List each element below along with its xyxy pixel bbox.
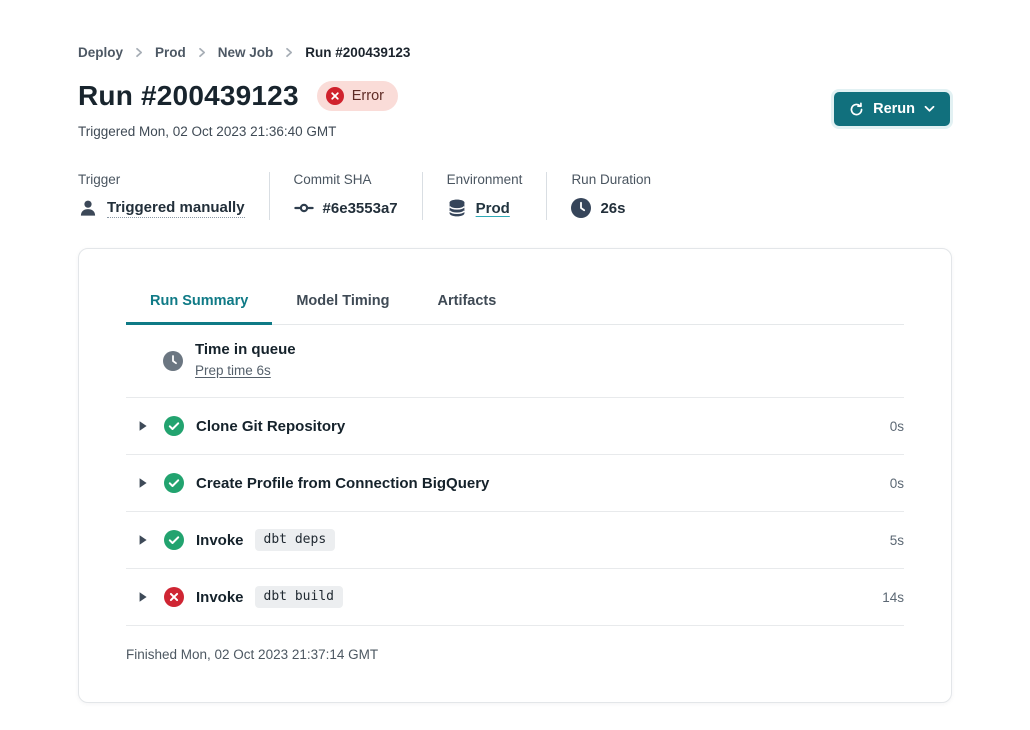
- command-chip: dbt deps: [254, 529, 336, 551]
- person-icon: [78, 198, 98, 218]
- step-duration: 0s: [889, 475, 904, 491]
- chevron-right-icon: [284, 47, 294, 58]
- breadcrumb: Deploy Prod New Job Run #200439123: [78, 45, 410, 60]
- step-list: Clone Git Repository 0s Create Profile fro…: [126, 398, 904, 626]
- step-duration: 5s: [889, 532, 904, 548]
- prep-time-link[interactable]: Prep time 6s: [195, 363, 271, 378]
- finished-timestamp: Finished Mon, 02 Oct 2023 21:37:14 GMT: [126, 647, 379, 662]
- meta-duration: Run Duration 26s: [546, 172, 675, 220]
- step-title: Invoke: [196, 531, 244, 549]
- meta-commit: Commit SHA #6e3553a7: [268, 172, 422, 220]
- meta-duration-label: Run Duration: [571, 172, 651, 187]
- x-circle-icon: [164, 587, 184, 607]
- check-circle-icon: [164, 473, 184, 493]
- trigger-value[interactable]: Triggered manually: [107, 198, 245, 218]
- check-circle-icon: [164, 416, 184, 436]
- database-icon: [447, 198, 467, 218]
- run-summary-card: Run Summary Model Timing Artifacts Time in…: [78, 248, 952, 703]
- status-badge: Error: [316, 81, 398, 111]
- tab-artifacts[interactable]: Artifacts: [437, 293, 497, 309]
- breadcrumb-item-run-200439123: Run #200439123: [305, 45, 411, 60]
- meta-commit-label: Commit SHA: [293, 172, 372, 187]
- step-duration: 0s: [889, 418, 904, 434]
- caret-right-icon[interactable]: [138, 420, 150, 432]
- caret-right-icon[interactable]: [138, 591, 150, 603]
- breadcrumb-item-deploy[interactable]: Deploy: [78, 45, 124, 60]
- clock-icon: [163, 351, 183, 371]
- triggered-timestamp: Triggered Mon, 02 Oct 2023 21:36:40 GMT: [78, 124, 337, 139]
- tab-model-timing[interactable]: Model Timing: [296, 293, 390, 309]
- tab-bar: Run Summary Model Timing Artifacts: [126, 281, 904, 325]
- git-commit-icon: [293, 198, 314, 218]
- refresh-icon: [849, 101, 864, 117]
- step-row-create-profile-from-connection-bigquery[interactable]: Create Profile from Connection BigQuery 0…: [126, 455, 904, 512]
- run-metadata: Trigger Triggered manually Commit SHA #6…: [78, 172, 675, 220]
- caret-right-icon[interactable]: [138, 477, 150, 489]
- chevron-down-icon[interactable]: [924, 105, 935, 113]
- check-circle-icon: [164, 530, 184, 550]
- run-duration-value: 26s: [600, 199, 626, 217]
- meta-trigger-label: Trigger: [78, 172, 121, 187]
- step-row-invoke-dbt-deps[interactable]: Invoke dbt deps 5s: [126, 512, 904, 569]
- step-title: Create Profile from Connection BigQuery: [196, 474, 490, 492]
- step-duration: 14s: [882, 589, 904, 605]
- chevron-right-icon: [134, 47, 144, 58]
- caret-right-icon[interactable]: [138, 534, 150, 546]
- meta-trigger: Trigger Triggered manually: [78, 172, 269, 220]
- meta-environment-label: Environment: [446, 172, 523, 187]
- chevron-right-icon: [197, 47, 207, 58]
- breadcrumb-item-prod[interactable]: Prod: [155, 45, 186, 60]
- command-chip: dbt build: [254, 586, 343, 608]
- meta-environment: Environment Prod: [421, 172, 547, 220]
- queue-title: Time in queue: [195, 341, 296, 358]
- time-in-queue-row: Time in queue Prep time 6s: [126, 325, 904, 398]
- commit-sha-value: #6e3553a7: [322, 199, 398, 217]
- step-row-invoke-dbt-build[interactable]: Invoke dbt build 14s: [126, 569, 904, 626]
- tab-run-summary[interactable]: Run Summary: [126, 281, 273, 325]
- rerun-button-label: Rerun: [873, 101, 915, 117]
- status-badge-label: Error: [351, 88, 384, 104]
- clock-icon: [571, 198, 592, 218]
- step-title: Clone Git Repository: [196, 417, 346, 435]
- step-title: Invoke: [196, 588, 244, 606]
- breadcrumb-item-new-job[interactable]: New Job: [217, 45, 274, 60]
- error-circle-icon: [325, 87, 344, 105]
- environment-link[interactable]: Prod: [475, 199, 510, 217]
- page-title: Run #200439123: [78, 80, 299, 111]
- rerun-button[interactable]: Rerun: [834, 92, 950, 126]
- step-row-clone-git-repository[interactable]: Clone Git Repository 0s: [126, 398, 904, 455]
